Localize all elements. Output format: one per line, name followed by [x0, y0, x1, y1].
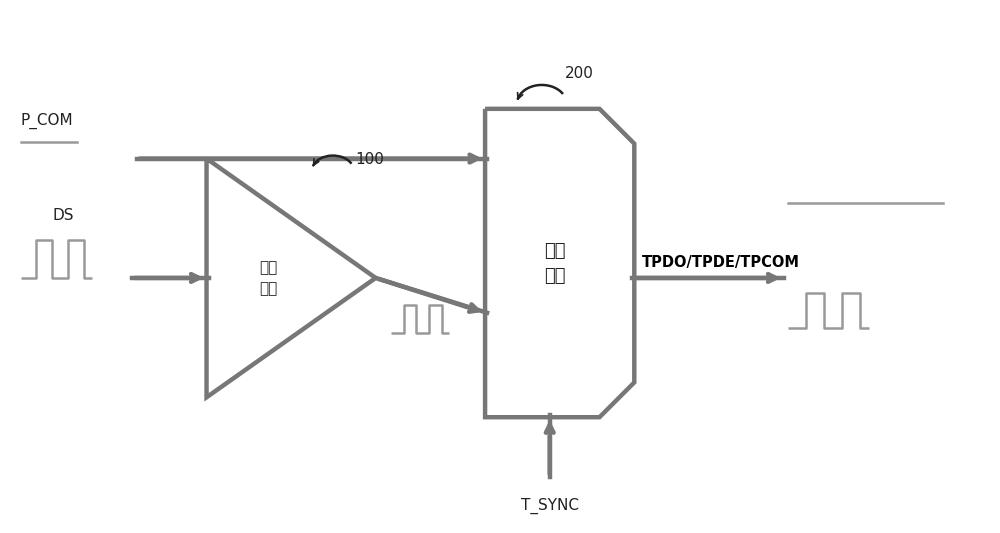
Polygon shape: [485, 109, 634, 417]
Text: DS: DS: [52, 208, 74, 223]
Text: P_COM: P_COM: [21, 112, 73, 129]
Text: T_SYNC: T_SYNC: [521, 497, 579, 514]
Polygon shape: [207, 158, 376, 397]
Text: 放大
模块: 放大 模块: [259, 260, 277, 296]
Text: 选择
模块: 选择 模块: [544, 241, 565, 285]
Text: TPDO/TPDE/TPCOM: TPDO/TPDE/TPCOM: [642, 255, 800, 270]
Text: 200: 200: [565, 66, 594, 81]
Text: 100: 100: [356, 151, 385, 166]
